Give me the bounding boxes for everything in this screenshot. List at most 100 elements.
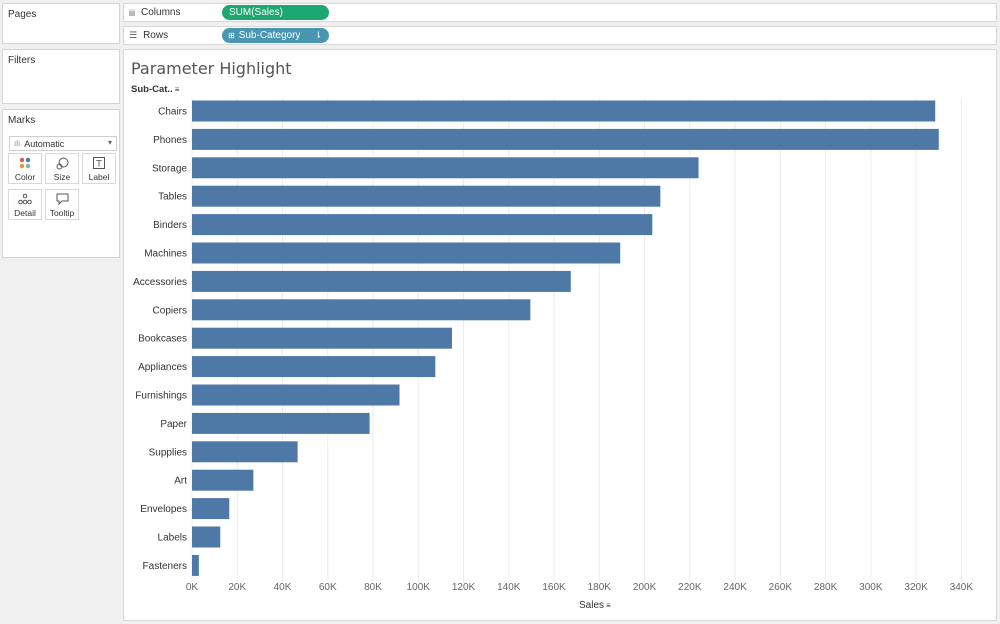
sub-category-pill-label: Sub-Category	[238, 30, 301, 41]
label-button-label: Label	[88, 172, 110, 182]
label-button[interactable]: T Label	[82, 153, 116, 184]
bar-copiers[interactable]	[192, 299, 531, 321]
category-label-machines[interactable]: Machines	[144, 249, 187, 260]
bar-fasteners[interactable]	[192, 554, 199, 576]
pages-card[interactable]: Pages	[2, 3, 120, 44]
x-tick-label: 140K	[497, 582, 521, 593]
x-tick-label: 180K	[588, 582, 612, 593]
marks-card-title: Marks	[8, 115, 36, 126]
tooltip-button[interactable]: Tooltip	[45, 189, 79, 220]
filters-card[interactable]: Filters	[2, 49, 120, 104]
bar-art[interactable]	[192, 469, 254, 491]
category-label-chairs[interactable]: Chairs	[158, 107, 187, 118]
x-tick-label: 320K	[904, 582, 928, 593]
category-label-labels[interactable]: Labels	[158, 533, 187, 544]
rows-icon: ☰	[129, 30, 138, 40]
rows-shelf[interactable]: ☰ Rows ⊞ Sub-Category ⇂	[123, 26, 997, 45]
x-tick-label: 340K	[950, 582, 974, 593]
grid-lines	[191, 98, 962, 582]
x-axis-title-label: Sales	[579, 600, 605, 611]
category-label-binders[interactable]: Binders	[153, 220, 187, 231]
category-label-paper[interactable]: Paper	[160, 419, 187, 430]
row-header-label: Sub-Cat..	[131, 84, 173, 95]
bar-labels[interactable]	[192, 526, 221, 548]
category-label-fasteners[interactable]: Fasteners	[143, 561, 187, 572]
bar-chairs[interactable]	[192, 100, 936, 122]
bar-supplies[interactable]	[192, 441, 298, 463]
bar-chart-icon: ılı	[14, 139, 21, 148]
bar-paper[interactable]	[192, 412, 370, 434]
columns-label-text: Columns	[141, 7, 181, 18]
x-tick-label: 20K	[228, 582, 246, 593]
svg-text:T: T	[95, 160, 102, 170]
bar-phones[interactable]	[192, 128, 939, 150]
x-tick-label: 280K	[814, 582, 838, 593]
sub-category-pill[interactable]: ⊞ Sub-Category ⇂	[222, 28, 329, 43]
color-button[interactable]: Color	[8, 153, 42, 184]
label-text-icon: T	[83, 157, 115, 172]
sum-sales-pill[interactable]: SUM(Sales)	[222, 5, 329, 20]
x-tick-label: 260K	[769, 582, 793, 593]
expand-plus-icon: ⊞	[228, 31, 235, 40]
color-dots-icon	[9, 157, 41, 172]
tooltip-bubble-icon	[46, 193, 78, 208]
sort-icon[interactable]: ≡	[606, 601, 611, 610]
category-label-accessories[interactable]: Accessories	[133, 277, 187, 288]
bar-accessories[interactable]	[192, 270, 571, 292]
detail-dots-icon	[9, 193, 41, 208]
x-tick-label: 220K	[678, 582, 702, 593]
columns-icon: iii	[129, 7, 135, 18]
marks-card: Marks ılı Automatic ▾ Color Size T	[2, 109, 120, 258]
bar-appliances[interactable]	[192, 356, 436, 378]
category-label-bookcases[interactable]: Bookcases	[138, 334, 187, 345]
columns-shelf-label: iii Columns	[129, 7, 180, 18]
row-header-sub-category[interactable]: Sub-Cat.. ≡	[131, 84, 179, 95]
category-label-appliances[interactable]: Appliances	[138, 362, 187, 373]
rows-shelf-label: ☰ Rows	[129, 30, 168, 41]
category-label-envelopes[interactable]: Envelopes	[140, 504, 187, 515]
size-button-label: Size	[53, 172, 71, 182]
bar-tables[interactable]	[192, 185, 661, 207]
x-tick-label: 300K	[859, 582, 883, 593]
bar-machines[interactable]	[192, 242, 621, 264]
category-label-tables[interactable]: Tables	[158, 192, 187, 203]
category-label-copiers[interactable]: Copiers	[153, 305, 187, 316]
category-label-supplies[interactable]: Supplies	[149, 447, 187, 458]
sort-descending-icon: ⇂	[314, 30, 322, 40]
category-label-art[interactable]: Art	[174, 476, 187, 487]
viz-title: Parameter Highlight	[131, 59, 292, 78]
sort-icon[interactable]: ≡	[174, 85, 180, 94]
bar-bookcases[interactable]	[192, 327, 452, 349]
bar-binders[interactable]	[192, 214, 653, 236]
x-axis-title[interactable]: Sales ≡	[579, 600, 611, 611]
detail-button-label: Detail	[14, 208, 36, 218]
size-shapes-icon	[46, 157, 78, 172]
detail-button[interactable]: Detail	[8, 189, 42, 220]
bar-storage[interactable]	[192, 157, 699, 179]
pages-card-title: Pages	[8, 9, 37, 20]
bar-furnishings[interactable]	[192, 384, 400, 406]
size-button[interactable]: Size	[45, 153, 79, 184]
x-axis-ticks: 0K 20K 40K 60K 80K 100K 120K 140K 160K 180K 200K 22…	[186, 582, 973, 593]
x-tick-label: 0K	[186, 582, 199, 593]
mark-type-dropdown[interactable]: ılı Automatic ▾	[9, 136, 117, 151]
x-tick-label: 240K	[723, 582, 747, 593]
category-label-storage[interactable]: Storage	[152, 163, 187, 174]
x-tick-label: 80K	[364, 582, 382, 593]
x-tick-label: 120K	[452, 582, 476, 593]
columns-shelf[interactable]: iii Columns SUM(Sales)	[123, 3, 997, 22]
color-button-label: Color	[14, 172, 36, 182]
rows-label-text: Rows	[143, 30, 169, 41]
category-labels: Chairs Phones Storage Tables Binders Machines…	[133, 107, 188, 572]
chevron-down-icon: ▾	[107, 138, 112, 147]
viz-area: Parameter Highlight Sub-Cat.. ≡ Chairs Pho…	[123, 49, 997, 621]
bars	[192, 100, 939, 576]
category-label-phones[interactable]: Phones	[153, 135, 187, 146]
x-tick-label: 60K	[319, 582, 337, 593]
category-label-furnishings[interactable]: Furnishings	[135, 391, 187, 402]
x-tick-label: 160K	[542, 582, 566, 593]
mark-type-value: Automatic	[24, 138, 65, 149]
bar-chart: Chairs Phones Storage Tables Binders Machines…	[133, 98, 973, 593]
bar-envelopes[interactable]	[192, 498, 230, 520]
x-tick-label: 200K	[633, 582, 657, 593]
